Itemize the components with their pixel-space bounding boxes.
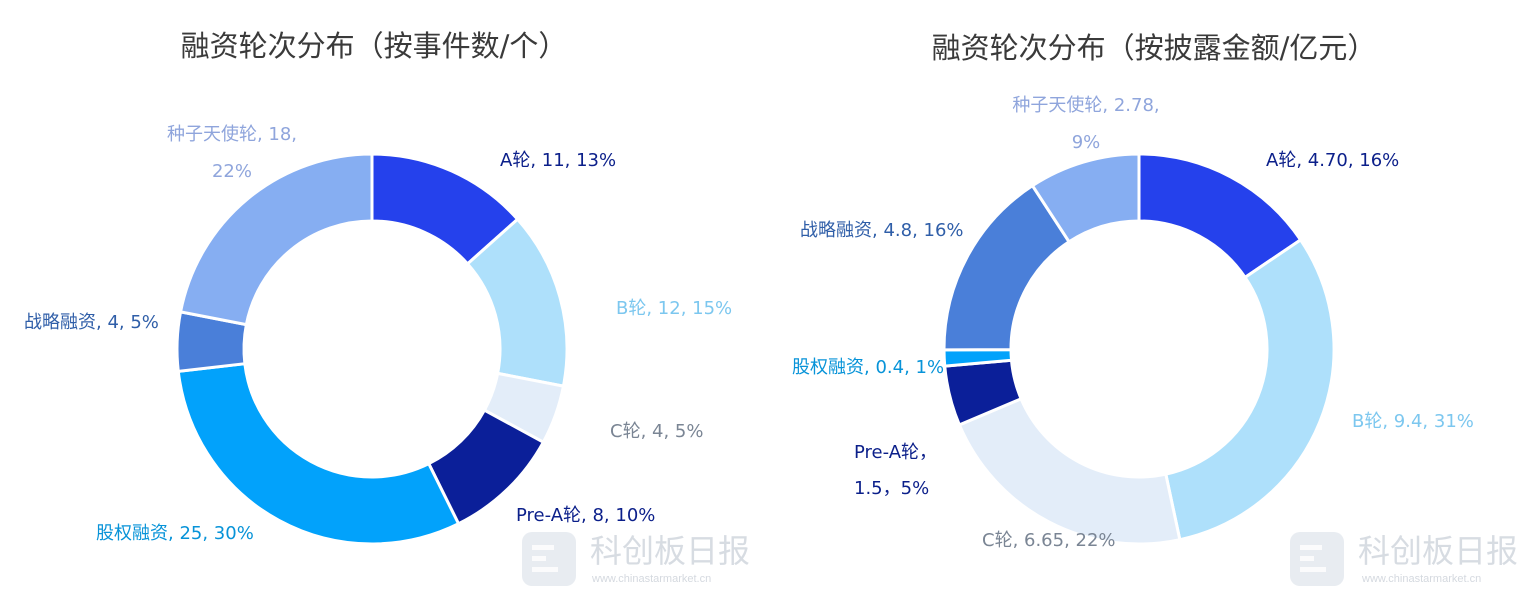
slice-label-0-4: 股权融资, 25, 30% [96,523,254,544]
donut-slice-0-4 [176,362,461,546]
slice-label-0-1: B轮, 12, 15% [616,298,732,319]
watermark-logo-icon [522,532,576,586]
watermark-right: 科创板日报 www.chinastarmarket.cn [1290,532,1518,586]
donut-slice-0-6 [178,152,374,327]
watermark-url: www.chinastarmarket.cn [591,573,711,585]
slice-label-1-2: C轮, 6.65, 22% [982,530,1116,551]
slice-label-0-6: 种子天使轮, 18, 22% [167,124,297,182]
chart-title-amount: 融资轮次分布（按披露金额/亿元） [932,31,1377,65]
slice-label-0-0: A轮, 11, 13% [500,150,616,171]
donut-slices-count [175,152,569,546]
slice-label-1-6: 种子天使轮, 2.78, 9% [1012,95,1159,153]
slice-label-1-0: A轮, 4.70, 16% [1266,150,1399,171]
slice-label-0-2: C轮, 4, 5% [610,421,703,442]
slice-label-0-5: 战略融资, 4, 5% [24,312,159,333]
donut-slices-amount [942,152,1336,546]
donut-slice-1-6 [1030,152,1141,244]
donut-slice-1-2 [957,396,1182,546]
donut-chart-by-amount: 融资轮次分布（按披露金额/亿元） A轮, 4.70, 16% B轮, 9.4, 3… [792,31,1474,551]
slice-label-1-5: 战略融资, 4.8, 16% [800,220,964,241]
slice-label-0-3: Pre-A轮, 8, 10% [516,505,655,526]
watermark-url: www.chinastarmarket.cn [1361,573,1481,585]
donut-slice-1-1 [1164,237,1336,542]
watermark-logo-icon [1290,532,1344,586]
slice-label-1-3: Pre-A轮， 1.5，5% [854,442,937,499]
watermark-text: 科创板日报 [1358,532,1518,570]
slice-label-1-4: 股权融资, 0.4, 1% [792,357,944,378]
slice-labels-count: A轮, 11, 13% B轮, 12, 15% C轮, 4, 5% Pre-A轮, 8… [24,124,732,544]
chart-title-count: 融资轮次分布（按事件数/个） [181,29,568,63]
donut-chart-by-count: 融资轮次分布（按事件数/个） A轮, 11, 13% B轮, 12, 15% C轮,… [24,29,732,546]
watermark-left: 科创板日报 www.chinastarmarket.cn [522,532,750,586]
slice-labels-amount: A轮, 4.70, 16% B轮, 9.4, 31% C轮, 6.65, 22% Pr… [792,95,1474,551]
watermark-text: 科创板日报 [590,532,750,570]
slice-label-1-1: B轮, 9.4, 31% [1352,411,1474,432]
